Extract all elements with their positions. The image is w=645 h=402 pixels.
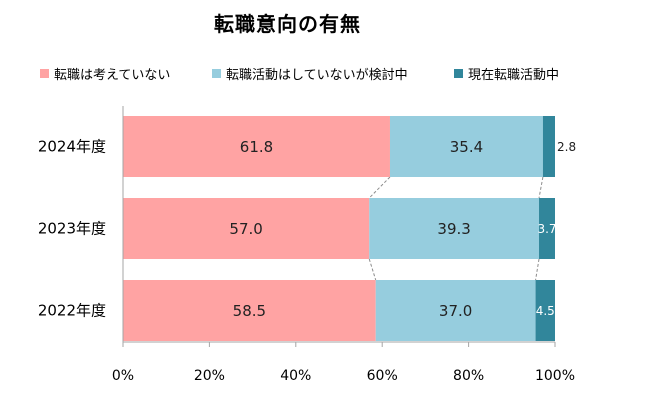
category-label-1: 2023年度	[38, 220, 106, 238]
legend-swatch-2	[454, 69, 463, 78]
x-tick-label-0: 0%	[112, 368, 134, 384]
chart-title: 転職意向の有無	[214, 12, 361, 36]
data-label-2-0: 58.5	[233, 302, 266, 320]
series-line	[535, 258, 540, 281]
legend-label-2: 現在転職活動中	[468, 68, 560, 83]
legend-item-0: 転職は考えていない	[40, 64, 170, 83]
data-label-1-0: 57.0	[229, 220, 262, 238]
x-tick-label-1: 20%	[194, 368, 225, 384]
category-label-2: 2022年度	[38, 302, 106, 320]
legend-item-1: 転職活動はしていないが検討中	[212, 64, 408, 83]
x-tick-label-4: 80%	[453, 368, 484, 384]
legend-item-2: 現在転職活動中	[454, 64, 559, 83]
x-tick-label-5: 100%	[535, 368, 575, 384]
series-line	[368, 258, 377, 281]
series-line	[538, 176, 544, 199]
bar-0-2	[542, 116, 555, 177]
data-label-2-1: 37.0	[439, 302, 472, 320]
category-label-0: 2024年度	[38, 138, 106, 156]
legend-swatch-0	[40, 69, 49, 78]
bar-0-0	[123, 116, 390, 177]
data-label-2-2: 4.5	[536, 304, 555, 318]
data-label-1-1: 39.3	[437, 220, 470, 238]
bar-1-1	[369, 198, 540, 259]
bar-0-1	[389, 116, 543, 177]
bar-2-2	[535, 280, 555, 341]
x-tick-label-3: 60%	[367, 368, 398, 384]
legend-label-1: 転職活動はしていないが検討中	[226, 68, 408, 83]
data-label-0-0: 61.8	[240, 138, 273, 156]
data-label-1-2: 3.7	[537, 222, 556, 236]
legend-label-0: 転職は考えていない	[54, 68, 171, 83]
bar-2-1	[375, 280, 536, 341]
bar-2-0	[123, 280, 376, 341]
bar-1-2	[539, 198, 555, 259]
data-label-0-2: 2.8	[557, 140, 576, 154]
data-label-0-1: 35.4	[450, 138, 483, 156]
legend-swatch-1	[212, 69, 221, 78]
series-line	[368, 176, 391, 199]
x-tick-label-2: 40%	[280, 368, 311, 384]
bar-1-0	[123, 198, 370, 259]
